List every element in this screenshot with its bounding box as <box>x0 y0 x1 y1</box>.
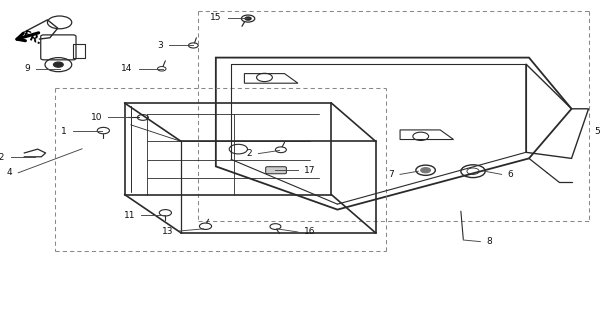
Text: 14: 14 <box>121 64 133 73</box>
Text: 13: 13 <box>162 227 173 236</box>
Text: 16: 16 <box>304 228 316 236</box>
Text: 10: 10 <box>91 113 102 122</box>
Text: 6: 6 <box>508 170 513 179</box>
Circle shape <box>54 62 63 67</box>
FancyBboxPatch shape <box>266 167 286 174</box>
Circle shape <box>421 168 430 173</box>
Text: 11: 11 <box>123 211 135 220</box>
Circle shape <box>245 17 251 20</box>
Text: 4: 4 <box>7 168 12 177</box>
Text: 8: 8 <box>486 237 492 246</box>
Text: 12: 12 <box>0 153 5 162</box>
Text: 17: 17 <box>304 166 316 175</box>
Text: 1: 1 <box>61 127 67 136</box>
Text: 5: 5 <box>595 127 600 136</box>
Text: 3: 3 <box>157 41 163 50</box>
Text: FR.: FR. <box>21 29 43 46</box>
Text: 9: 9 <box>25 64 30 73</box>
Text: 2: 2 <box>247 149 252 158</box>
Text: 15: 15 <box>210 13 222 22</box>
Text: 7: 7 <box>389 170 394 179</box>
